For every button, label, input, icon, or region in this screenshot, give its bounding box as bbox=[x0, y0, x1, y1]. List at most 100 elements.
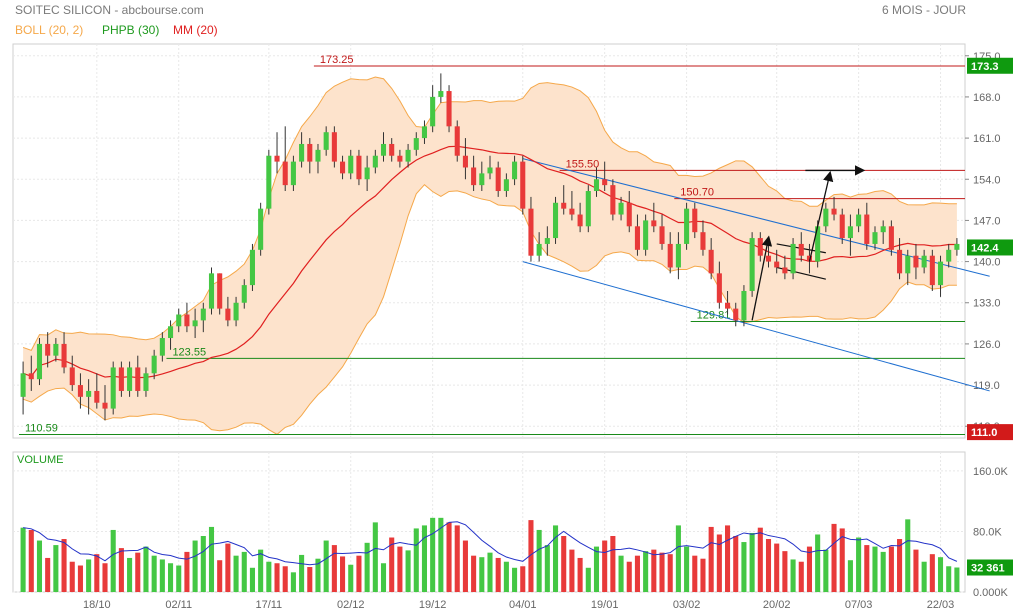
trendline bbox=[522, 158, 990, 277]
volume-bar bbox=[569, 549, 575, 592]
volume-bar bbox=[307, 567, 313, 592]
volume-bar bbox=[274, 563, 280, 592]
volume-bar bbox=[233, 555, 239, 592]
candle-body bbox=[331, 132, 337, 162]
candle-body bbox=[864, 214, 870, 244]
candle-body bbox=[929, 255, 935, 286]
volume-bar bbox=[77, 565, 83, 592]
volume-bar bbox=[831, 523, 837, 592]
candle-body bbox=[839, 214, 845, 239]
volume-bar bbox=[135, 552, 141, 592]
x-tick-label: 02/12 bbox=[337, 599, 365, 611]
volume-tick-label: 160.0K bbox=[973, 466, 1009, 478]
candle-body bbox=[438, 91, 444, 97]
candle-body bbox=[921, 255, 927, 268]
candle-body bbox=[315, 149, 321, 162]
candle-body bbox=[937, 261, 944, 286]
candle-body bbox=[815, 226, 821, 262]
candle-body bbox=[135, 367, 141, 391]
volume-bar bbox=[225, 543, 231, 592]
volume-bar bbox=[749, 532, 755, 592]
volume-bar bbox=[561, 536, 567, 592]
candle-body bbox=[618, 202, 624, 215]
price-tag-label: 111.0 bbox=[971, 427, 997, 439]
candle-body bbox=[593, 179, 600, 192]
candle-body bbox=[552, 202, 559, 239]
candle-body bbox=[856, 214, 862, 227]
volume-bar bbox=[380, 563, 387, 592]
candle-body bbox=[20, 373, 26, 397]
price-tick-label: 154.0 bbox=[973, 174, 1001, 186]
volume-bar bbox=[733, 536, 739, 592]
candle-body bbox=[249, 249, 255, 286]
candle-body bbox=[364, 167, 370, 180]
volume-bar bbox=[20, 527, 26, 592]
volume-bar bbox=[593, 546, 600, 592]
volume-bar bbox=[552, 525, 559, 592]
volume-bar bbox=[888, 546, 894, 592]
price-tick-label: 119.0 bbox=[973, 380, 1000, 392]
trendline bbox=[522, 261, 990, 392]
volume-bar bbox=[585, 567, 591, 592]
candle-body bbox=[397, 155, 403, 162]
x-tick-label: 02/11 bbox=[165, 599, 192, 611]
candle-body bbox=[757, 238, 763, 256]
candle-body bbox=[127, 367, 133, 391]
candle-body bbox=[290, 161, 296, 186]
chart-title: SOITEC SILICON - abcbourse.com bbox=[15, 3, 204, 17]
volume-bar bbox=[602, 540, 608, 592]
candle-body bbox=[69, 367, 75, 386]
candle-body bbox=[528, 208, 534, 256]
candle-body bbox=[184, 314, 190, 327]
legend-phpb: PHPB (30) bbox=[102, 23, 160, 37]
candle-body bbox=[782, 267, 788, 274]
volume-bar bbox=[921, 561, 927, 592]
volume-bar bbox=[127, 557, 133, 592]
volume-bar bbox=[577, 557, 583, 592]
price-tick-label: 168.0 bbox=[973, 92, 1001, 104]
price-tick-label: 140.0 bbox=[973, 257, 1001, 269]
volume-bar bbox=[610, 536, 616, 592]
x-tick-label: 19/01 bbox=[591, 599, 619, 611]
volume-bar bbox=[487, 552, 493, 592]
volume-bar bbox=[806, 546, 813, 592]
candle-body bbox=[479, 173, 485, 186]
price-tick-label: 161.0 bbox=[973, 133, 1001, 145]
volume-bar bbox=[815, 534, 821, 592]
volume-bar bbox=[847, 560, 853, 592]
volume-bar bbox=[364, 542, 370, 592]
volume-bar bbox=[651, 549, 657, 592]
candle-body bbox=[774, 261, 780, 268]
volume-bar bbox=[200, 536, 206, 592]
candle-body bbox=[307, 143, 313, 162]
candle-body bbox=[897, 249, 903, 274]
volume-bar bbox=[446, 522, 452, 592]
volume-bar bbox=[266, 561, 272, 592]
candle-body bbox=[208, 273, 215, 309]
volume-bar bbox=[880, 551, 886, 592]
x-tick-label: 20/02 bbox=[763, 599, 791, 611]
price-tick-label: 147.0 bbox=[973, 215, 1001, 227]
candle-body bbox=[651, 220, 657, 227]
volume-bar bbox=[167, 563, 174, 592]
candle-body bbox=[880, 226, 886, 233]
candle-body bbox=[143, 373, 149, 391]
candle-body bbox=[356, 155, 362, 180]
x-tick-label: 04/01 bbox=[509, 599, 537, 611]
candle-body bbox=[831, 208, 837, 215]
candle-body bbox=[512, 161, 518, 180]
candle-body bbox=[471, 167, 477, 186]
candle-body bbox=[258, 208, 264, 250]
candle-body bbox=[151, 355, 157, 374]
volume-bar bbox=[716, 534, 722, 592]
candle-body bbox=[53, 343, 59, 356]
candle-body bbox=[167, 326, 174, 339]
volume-bar bbox=[438, 517, 444, 592]
volume-bar bbox=[790, 559, 796, 592]
volume-bar bbox=[512, 567, 518, 592]
candle-body bbox=[102, 402, 108, 409]
candle-body bbox=[348, 155, 354, 174]
candle-body bbox=[340, 161, 346, 174]
volume-bar bbox=[53, 545, 59, 592]
